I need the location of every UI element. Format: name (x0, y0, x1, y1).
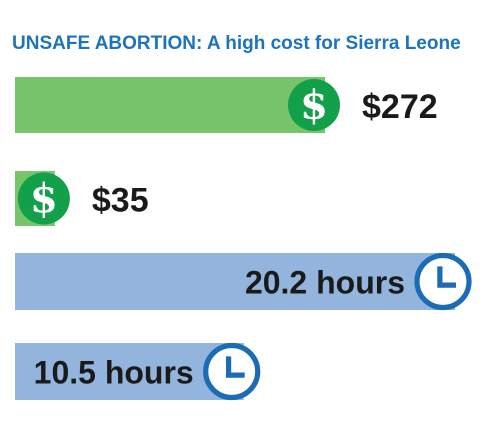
clock-face (203, 342, 261, 401)
clock-icon (203, 342, 261, 401)
dollar-icon-circle (17, 172, 70, 225)
dollar-icon-circle (288, 79, 340, 131)
dollar-icon: $ (17, 172, 70, 225)
clock-icon (414, 252, 472, 311)
clock-hands (225, 356, 245, 378)
time-value-label: 10.5 hours (34, 355, 194, 391)
time-value-label: 20.2 hours (245, 265, 405, 301)
dollar-sign-glyph: $ (30, 174, 58, 222)
clock-face (414, 252, 472, 311)
chart-title: UNSAFE ABORTION: A high cost for Sierra … (12, 33, 461, 54)
clock-hands (437, 266, 456, 288)
cost-value-label: $272 (362, 88, 438, 126)
time-bar (15, 253, 455, 310)
cost-bar (15, 77, 325, 133)
dollar-sign-glyph: $ (300, 81, 328, 129)
dollar-icon: $ (288, 79, 340, 131)
cost-value-label: $35 (92, 182, 149, 220)
